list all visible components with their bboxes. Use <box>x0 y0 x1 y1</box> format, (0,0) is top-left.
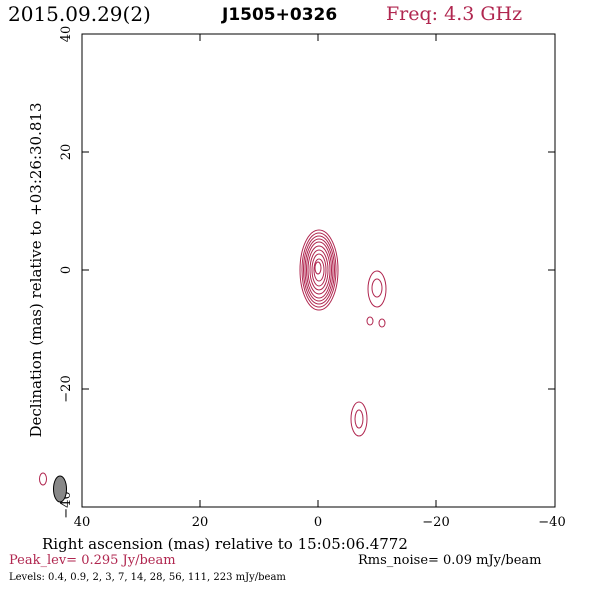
x-tick-label: 20 <box>192 515 209 530</box>
y-tick-marks <box>82 33 555 508</box>
y-tick-label: 40 <box>59 26 74 43</box>
frequency-label: Freq: 4.3 GHz <box>386 3 523 25</box>
contour-levels: Levels: 0.4, 0.9, 2, 3, 7, 14, 28, 56, 1… <box>9 572 286 583</box>
y-tick-label: 20 <box>59 144 74 161</box>
beam-ellipse <box>53 475 67 503</box>
x-axis-label: Right ascension (mas) relative to 15:05:… <box>42 535 408 553</box>
jet-component-contours <box>39 270 387 486</box>
x-tick-label: 0 <box>314 515 322 530</box>
y-tick-label: −20 <box>59 375 74 402</box>
x-tick-label: −40 <box>538 515 565 530</box>
y-tick-label: 0 <box>59 266 74 274</box>
y-axis-label: Declination (mas) relative to +03:26:30.… <box>27 102 45 437</box>
x-tick-label: −20 <box>422 515 449 530</box>
x-tick-marks <box>81 34 556 507</box>
observation-date: 2015.09.29(2) <box>8 2 151 26</box>
source-name: J1505+0326 <box>222 5 338 25</box>
core-contours <box>299 229 339 311</box>
x-tick-label: 40 <box>74 515 91 530</box>
peak-level: Peak_lev= 0.295 Jy/beam <box>9 553 176 568</box>
plot-frame <box>81 33 556 508</box>
rms-noise: Rms_noise= 0.09 mJy/beam <box>358 553 542 568</box>
